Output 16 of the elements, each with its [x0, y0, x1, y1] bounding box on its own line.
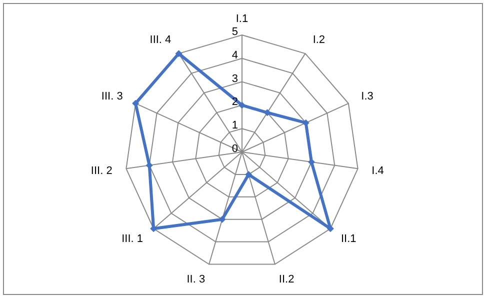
y-tick-label: 1	[232, 120, 238, 132]
spoke-label: III. 2	[90, 164, 112, 177]
spoke-label: I.2	[312, 34, 326, 46]
spoke-label: II. 3	[186, 274, 206, 286]
spoke-label: III. 3	[101, 90, 123, 103]
spoke-label: I.4	[372, 164, 384, 177]
spoke-label: III. 1	[122, 233, 143, 246]
spoke-label: II.2	[278, 274, 294, 286]
y-tick-label: 4	[232, 49, 238, 62]
y-tick-label: 0	[232, 143, 238, 155]
spoke-label: II.1	[341, 233, 356, 246]
y-tick-label: 3	[232, 72, 238, 85]
y-tick-label: 5	[232, 26, 238, 38]
spoke-label: I.3	[361, 90, 374, 103]
spoke-label: III. 4	[150, 34, 172, 46]
spoke-label: I.1	[236, 13, 248, 25]
